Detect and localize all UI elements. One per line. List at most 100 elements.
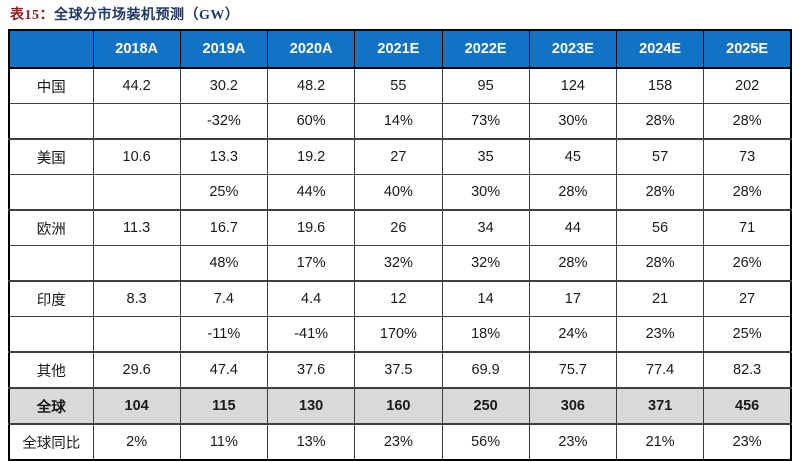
data-cell: 371: [615, 387, 705, 425]
data-cell: 35: [441, 138, 530, 175]
data-cell: 456: [703, 387, 792, 425]
column-header: 2019A: [179, 29, 269, 69]
data-cell: 44.2: [92, 67, 181, 104]
data-cell: 37.6: [266, 351, 356, 389]
data-cell: 60%: [266, 103, 356, 140]
data-cell: 13.3: [179, 138, 269, 175]
table-title-text: 全球分市场装机预测（GW）: [54, 8, 240, 23]
table-body: 中国 44.2 30.2 48.2 55 95 124 158 202 -32% 60% 14% 73%…: [8, 67, 792, 461]
data-cell: 14%: [354, 103, 443, 140]
data-cell: [92, 316, 181, 353]
data-cell: 56%: [441, 423, 530, 461]
header-row: 2018A 2019A 2020A 2021E 2022E 2023E 2024E 2025E: [8, 29, 792, 69]
row-label: [8, 103, 94, 140]
data-cell: 77.4: [615, 351, 705, 389]
data-cell: 32%: [441, 245, 530, 282]
data-cell: 202: [703, 67, 792, 104]
data-cell: 28%: [703, 103, 792, 140]
table-row: 欧洲 11.3 16.7 19.6 26 34 44 56 71: [8, 209, 792, 246]
data-cell: 27: [354, 138, 443, 175]
data-cell: -32%: [179, 103, 269, 140]
data-cell: 47.4: [179, 351, 269, 389]
data-cell: 4.4: [266, 280, 356, 317]
data-cell: [92, 245, 181, 282]
data-cell: 18%: [441, 316, 530, 353]
row-label: 印度: [8, 280, 94, 317]
data-cell: 28%: [528, 174, 618, 211]
row-label: 欧洲: [8, 209, 94, 246]
table-row: 中国 44.2 30.2 48.2 55 95 124 158 202: [8, 67, 792, 104]
data-cell: 7.4: [179, 280, 269, 317]
data-cell: 32%: [354, 245, 443, 282]
column-header: 2021E: [354, 29, 443, 69]
data-cell: 14: [441, 280, 530, 317]
data-cell: 44%: [266, 174, 356, 211]
table-row: 48% 17% 32% 32% 28% 28% 26%: [8, 245, 792, 282]
table-row: 美国 10.6 13.3 19.2 27 35 45 57 73: [8, 138, 792, 175]
data-cell: 57: [615, 138, 705, 175]
table-row: 25% 44% 40% 30% 28% 28% 28%: [8, 174, 792, 211]
data-cell: 25%: [703, 316, 792, 353]
data-cell: [92, 103, 181, 140]
data-cell: 23%: [354, 423, 443, 461]
data-cell: 55: [354, 67, 443, 104]
data-cell: 27: [703, 280, 792, 317]
data-cell: 28%: [615, 174, 705, 211]
data-cell: 11.3: [92, 209, 181, 246]
data-cell: 28%: [703, 174, 792, 211]
data-cell: 12: [354, 280, 443, 317]
table-row: 印度 8.3 7.4 4.4 12 14 17 21 27: [8, 280, 792, 317]
data-cell: 44: [528, 209, 618, 246]
row-label: 全球: [8, 387, 94, 425]
table-row: 全球同比 2% 11% 13% 23% 56% 23% 21% 23%: [8, 423, 792, 461]
data-cell: 306: [528, 387, 618, 425]
data-cell: 160: [354, 387, 443, 425]
row-label: 美国: [8, 138, 94, 175]
data-cell: 48%: [179, 245, 269, 282]
data-cell: 8.3: [92, 280, 181, 317]
data-cell: 250: [441, 387, 530, 425]
data-cell: 29.6: [92, 351, 181, 389]
data-cell: 75.7: [528, 351, 618, 389]
data-cell: -11%: [179, 316, 269, 353]
data-cell: 23%: [703, 423, 792, 461]
data-cell: 19.2: [266, 138, 356, 175]
column-header: 2022E: [441, 29, 530, 69]
data-cell: 48.2: [266, 67, 356, 104]
data-cell: 30%: [441, 174, 530, 211]
column-header: 2023E: [528, 29, 618, 69]
data-cell: 28%: [528, 245, 618, 282]
data-cell: 34: [441, 209, 530, 246]
data-cell: 124: [528, 67, 618, 104]
data-cell: 104: [92, 387, 181, 425]
data-cell: 23%: [615, 316, 705, 353]
data-cell: 10.6: [92, 138, 181, 175]
data-cell: 2%: [92, 423, 181, 461]
row-label: 其他: [8, 351, 94, 389]
data-cell: 30%: [528, 103, 618, 140]
data-cell: 130: [266, 387, 356, 425]
column-header: 2025E: [703, 29, 792, 69]
data-cell: 82.3: [703, 351, 792, 389]
data-cell: 21: [615, 280, 705, 317]
data-cell: 11%: [179, 423, 269, 461]
data-cell: [92, 174, 181, 211]
data-cell: 71: [703, 209, 792, 246]
data-cell: 73%: [441, 103, 530, 140]
table-row: -11% -41% 170% 18% 24% 23% 25%: [8, 316, 792, 353]
data-cell: 37.5: [354, 351, 443, 389]
row-label: 中国: [8, 67, 94, 104]
data-cell: 30.2: [179, 67, 269, 104]
data-cell: 21%: [615, 423, 705, 461]
data-cell: 40%: [354, 174, 443, 211]
data-cell: 25%: [179, 174, 269, 211]
table-title: 表15：全球分市场装机预测（GW）: [0, 0, 800, 29]
data-cell: 17: [528, 280, 618, 317]
table-row: 其他 29.6 47.4 37.6 37.5 69.9 75.7 77.4 82.3: [8, 351, 792, 389]
data-cell: 28%: [615, 245, 705, 282]
data-cell: -41%: [266, 316, 356, 353]
data-cell: 23%: [528, 423, 618, 461]
data-cell: 95: [441, 67, 530, 104]
table-row: 全球 104 115 130 160 250 306 371 456: [8, 387, 792, 425]
